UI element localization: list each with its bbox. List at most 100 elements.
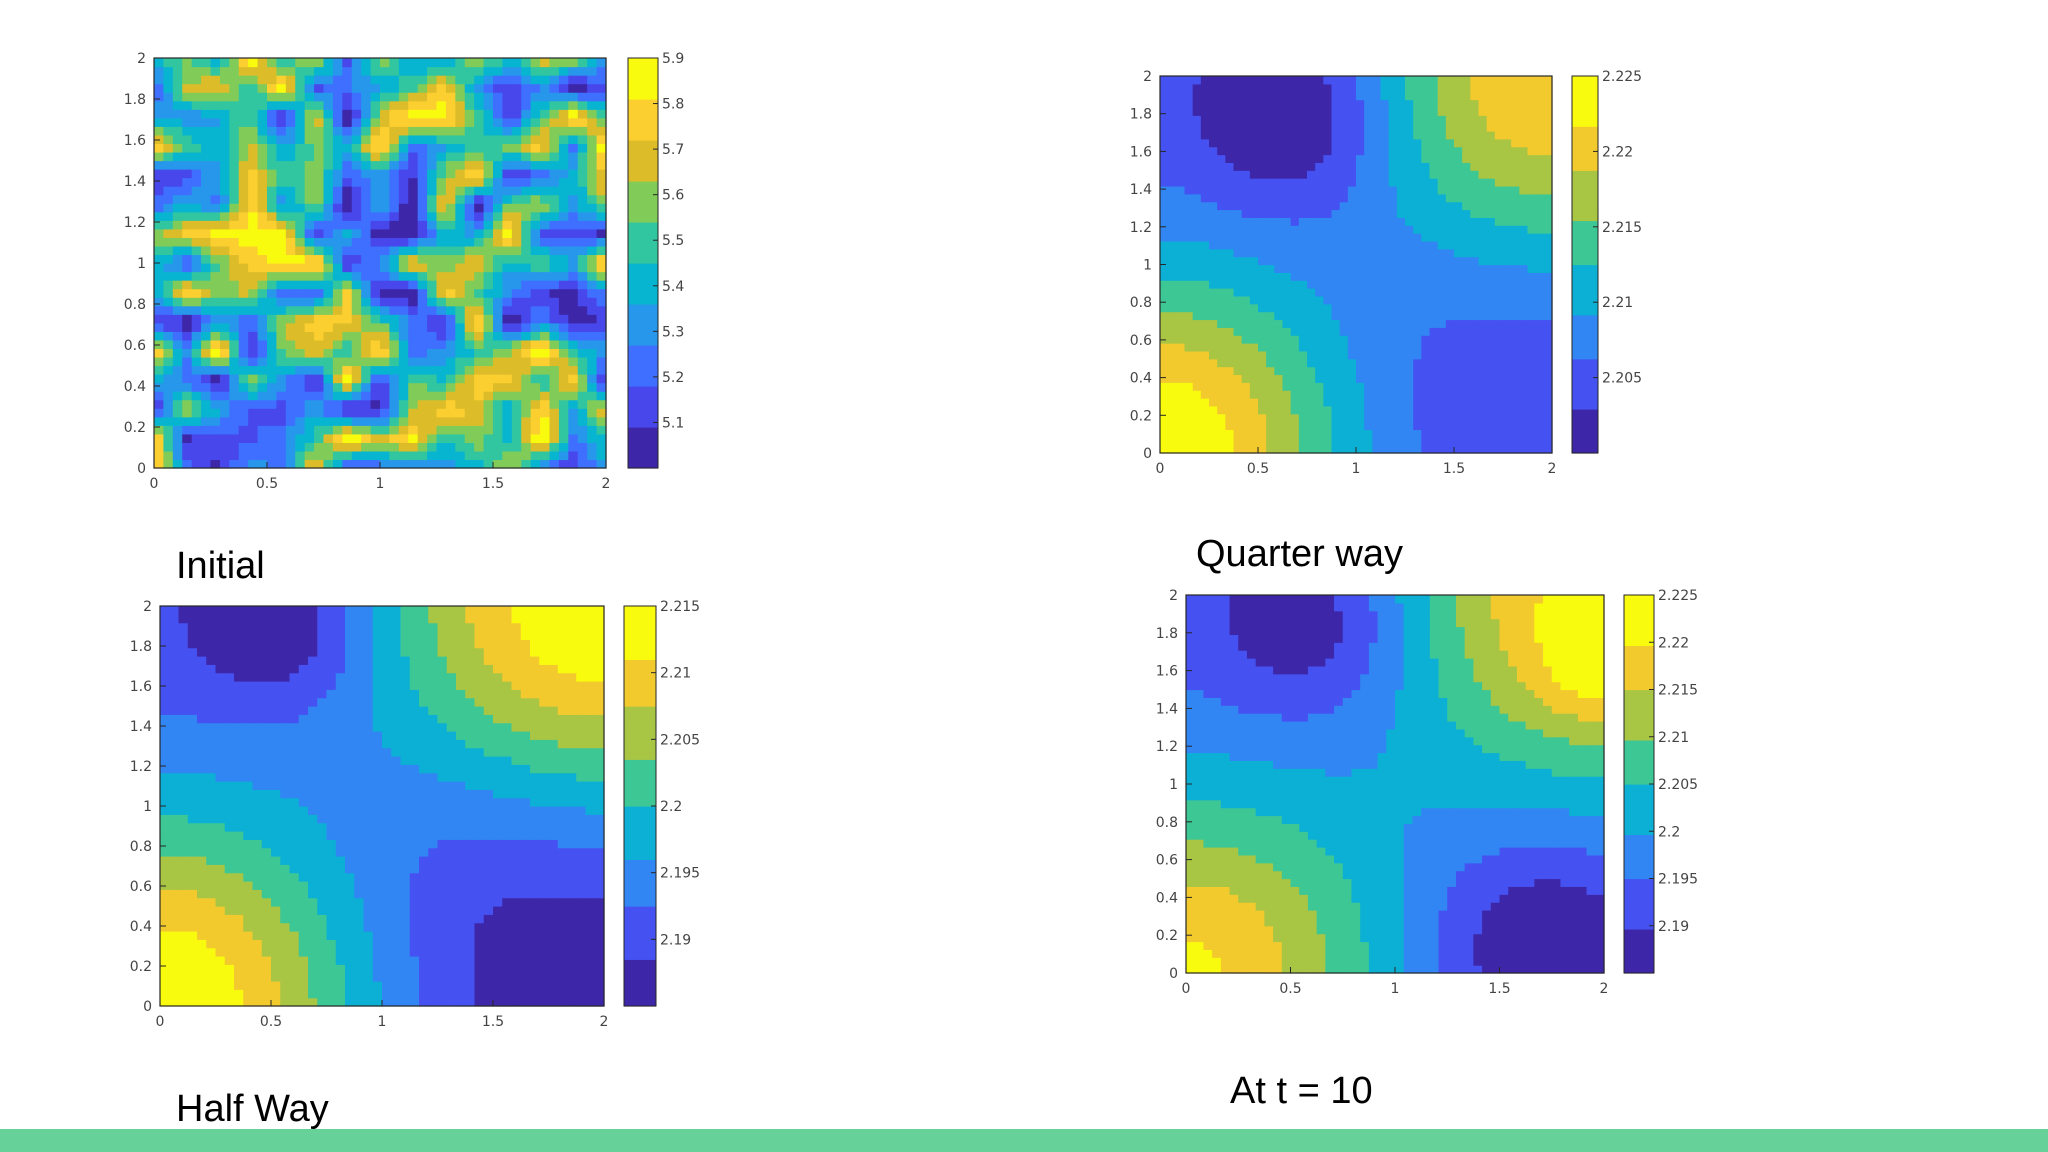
contour-cell: [1486, 413, 1496, 423]
contour-cell: [332, 75, 343, 85]
contour-cell: [455, 177, 466, 187]
contour-cell: [417, 169, 428, 179]
contour-cell: [219, 374, 230, 384]
colorbar: [628, 58, 658, 469]
contour-cell: [1527, 193, 1537, 203]
contour-cell: [370, 151, 381, 162]
contour-cell: [1462, 256, 1471, 266]
contour-cell: [577, 459, 588, 469]
contour-cell: [1445, 343, 1455, 352]
contour-cell: [427, 186, 438, 196]
contour-cell: [1290, 201, 1300, 211]
contour-cell: [229, 356, 240, 367]
caption-initial: Initial: [176, 545, 265, 587]
contour-cell: [1380, 193, 1390, 203]
contour-cell: [1470, 83, 1480, 93]
contour-cell: [1168, 256, 1177, 266]
contour-cell: [370, 348, 381, 358]
contour-cell: [238, 433, 249, 443]
contour-cell: [1527, 445, 1537, 454]
contour-cell: [248, 322, 259, 332]
contour-cell: [455, 194, 466, 204]
contour-cell: [1519, 272, 1529, 281]
contour-cell: [1372, 193, 1382, 203]
x-tick-label: 1.5: [1443, 461, 1465, 477]
contour-cell: [351, 391, 362, 401]
contour-cell: [408, 382, 419, 392]
contour-cell: [1535, 429, 1545, 438]
contour-cell: [1323, 358, 1333, 368]
contour-cell: [1413, 382, 1422, 391]
contour-cell: [540, 237, 551, 247]
contour-cell: [267, 297, 278, 307]
contour-cell: [549, 66, 560, 76]
contour-cell: [530, 237, 541, 247]
contour-cell: [1249, 280, 1259, 289]
contour-cell: [257, 237, 268, 247]
contour-cell: [191, 365, 202, 375]
contour-cell: [154, 177, 165, 187]
contour-cell: [160, 706, 170, 715]
contour-cell: [1200, 225, 1210, 234]
contour-cell: [229, 348, 240, 358]
contour-cell: [1258, 193, 1267, 203]
contour-cell: [1331, 115, 1341, 124]
contour-cell: [1364, 201, 1373, 211]
contour-cell: [163, 297, 174, 307]
contour-cell: [342, 186, 353, 196]
contour-cell: [210, 151, 221, 162]
contour-cell: [1429, 319, 1439, 328]
contour-cell: [464, 151, 475, 162]
contour-cell: [238, 297, 249, 307]
contour-cell: [1437, 154, 1447, 163]
contour-cell: [1519, 178, 1529, 187]
contour-cell: [210, 433, 221, 443]
contour-cell: [540, 177, 551, 187]
contour-cell: [1388, 264, 1398, 273]
contour-cell: [389, 228, 400, 238]
contour-cell: [172, 365, 183, 375]
contour-cell: [257, 305, 268, 315]
contour-cell: [577, 322, 588, 332]
contour-cell: [1307, 358, 1316, 368]
contour-cell: [1331, 303, 1341, 313]
contour-cell: [1209, 178, 1218, 187]
contour-cell: [389, 356, 400, 367]
contour-cell: [1396, 280, 1406, 289]
colorbar-segment: [628, 276, 658, 285]
contour-cell: [445, 280, 456, 290]
contour-cell: [1454, 374, 1463, 383]
contour-cell: [1437, 123, 1447, 132]
contour-cell: [295, 425, 306, 435]
contour-cell: [445, 297, 456, 307]
contour-cell: [1192, 170, 1202, 179]
contour-cell: [210, 245, 221, 256]
contour-cell: [1233, 421, 1243, 431]
contour-cell: [1184, 162, 1194, 171]
contour-cell: [540, 92, 551, 102]
contour-cell: [295, 322, 306, 332]
contour-cell: [1364, 390, 1373, 399]
contour-cell: [314, 374, 325, 384]
contour-cell: [238, 75, 249, 85]
contour-cell: [154, 356, 165, 367]
contour-cell: [1184, 335, 1194, 344]
contour-cell: [1429, 193, 1439, 203]
contour-cell: [1454, 138, 1463, 148]
contour-cell: [1307, 178, 1316, 187]
contour-cell: [521, 297, 532, 307]
contour-cell: [398, 433, 409, 443]
contour-cell: [511, 66, 522, 76]
contour-cell: [1298, 248, 1308, 258]
contour-cell: [464, 408, 475, 418]
contour-cell: [1290, 83, 1300, 93]
contour-cell: [1160, 327, 1169, 336]
contour-cell: [285, 100, 296, 110]
colorbar-tick-label: 2.205: [1602, 371, 1642, 387]
contour-cell: [1356, 264, 1365, 273]
contour-cell: [398, 331, 409, 341]
contour-cell: [577, 117, 588, 127]
contour-cell: [1192, 445, 1202, 454]
contour-cell: [1380, 303, 1390, 313]
contour-cell: [1494, 280, 1504, 289]
